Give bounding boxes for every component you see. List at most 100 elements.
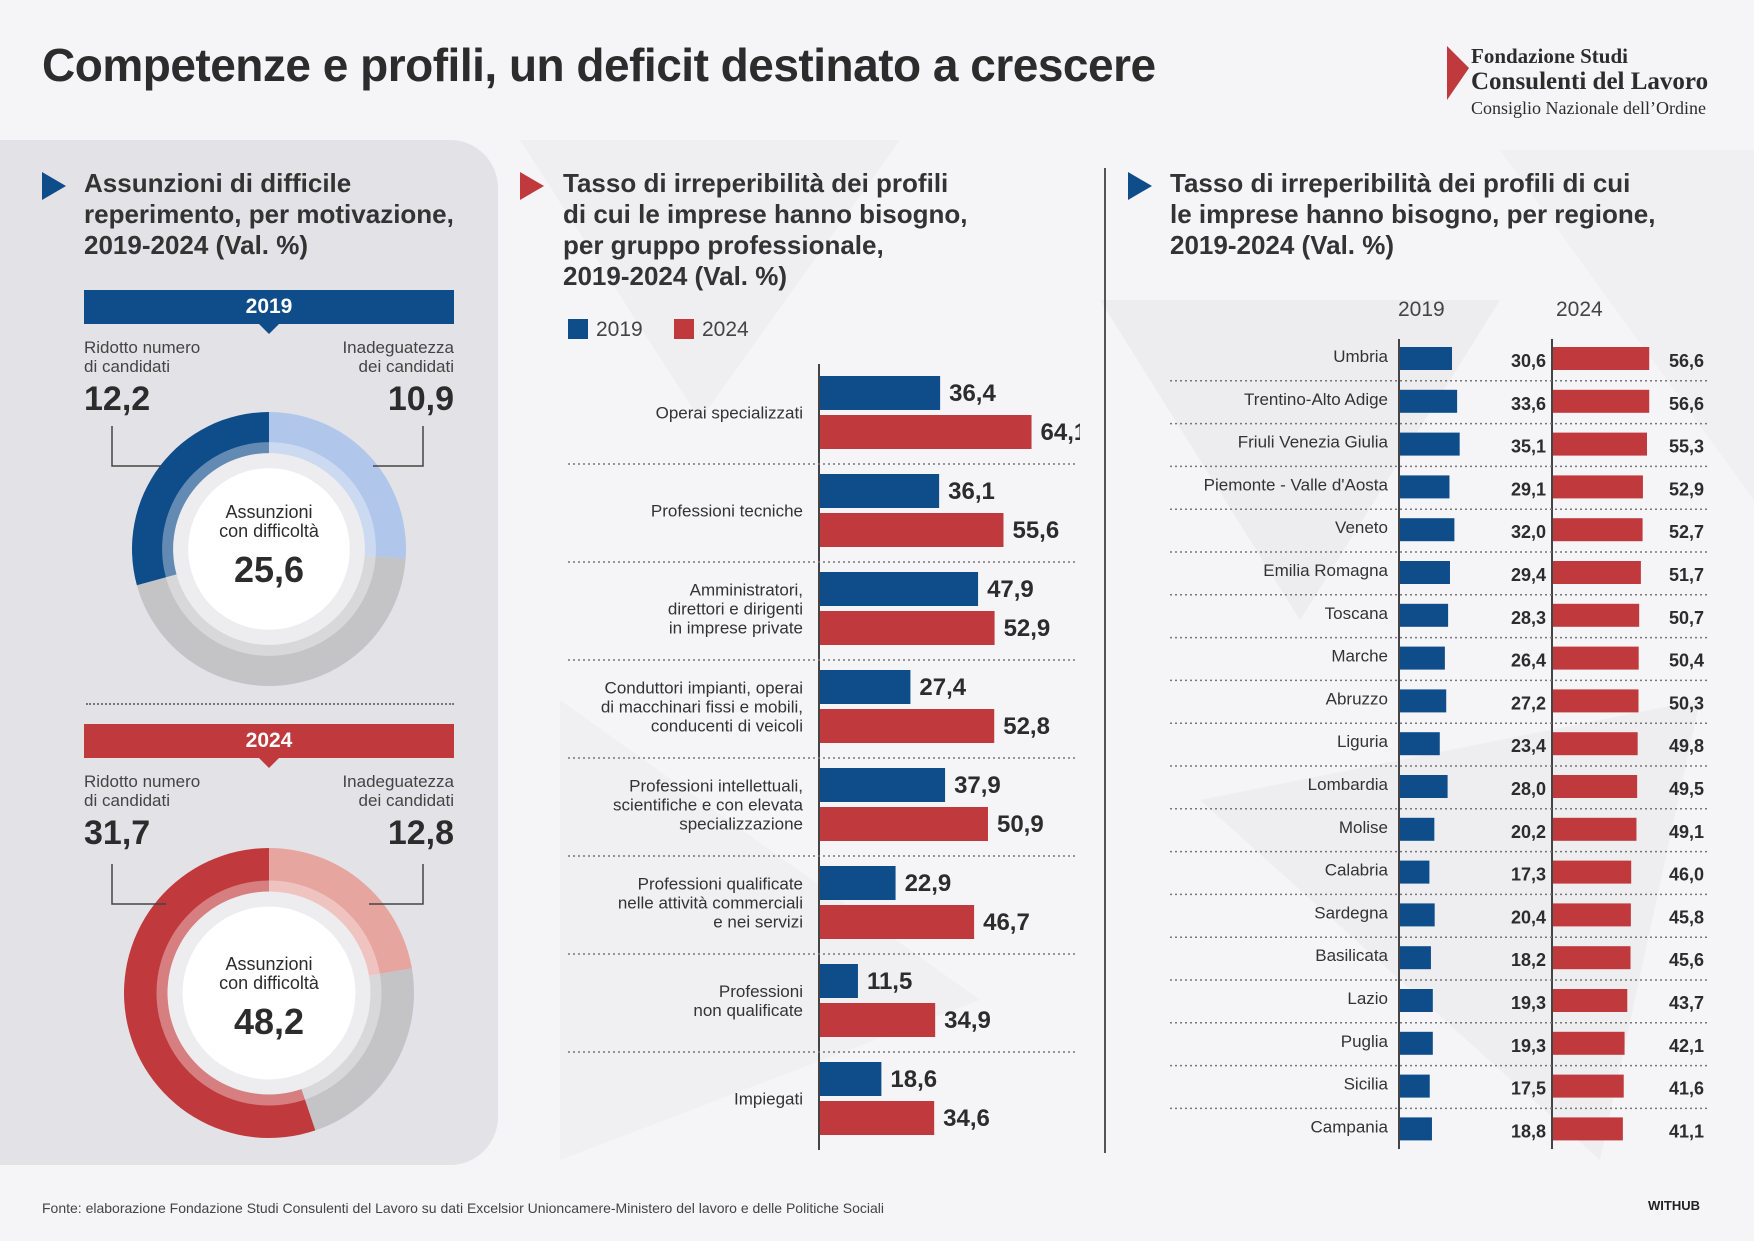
- panel1-title: Assunzioni di difficile reperimento, per…: [84, 168, 454, 261]
- bar-2024: [820, 611, 995, 645]
- donut-hole: [182, 906, 356, 1080]
- bar-2019: [820, 1062, 882, 1096]
- bar-value-label: 23,4: [1511, 736, 1546, 756]
- bar-2024: [1553, 646, 1639, 670]
- donut-center-line: con difficoltà: [219, 521, 319, 541]
- bar-2024: [1553, 518, 1643, 542]
- panel3-title-line: 2019-2024 (Val. %): [1170, 230, 1395, 260]
- bar-value-label: 34,9: [944, 1007, 991, 1034]
- column-divider: [1104, 168, 1106, 1153]
- page-title: Competenze e profili, un deficit destina…: [42, 39, 1156, 91]
- label-line: di candidati: [84, 357, 171, 376]
- bar-2019: [1400, 989, 1433, 1012]
- bar-2024: [820, 905, 975, 939]
- bar-value-label: 50,4: [1669, 651, 1704, 671]
- bar-value-label: 18,6: [890, 1066, 937, 1093]
- credit-label: WITHUB: [1648, 1198, 1700, 1213]
- bar-2019: [1400, 903, 1435, 927]
- bar-2024: [1553, 989, 1628, 1012]
- donut-slice-other: [136, 555, 406, 686]
- bar-2024: [1553, 903, 1631, 927]
- bar-2019: [1400, 432, 1460, 456]
- bar-2019: [820, 376, 941, 410]
- legend-label: 2024: [702, 318, 749, 341]
- bar-2024: [820, 1101, 935, 1135]
- panel2-title-line: 2019-2024 (Val. %): [563, 261, 788, 291]
- bar-2019: [1400, 775, 1448, 798]
- logo-mark-icon: [1447, 46, 1469, 100]
- bar-value-label: 52,8: [1003, 713, 1050, 740]
- bar-2019: [1400, 732, 1440, 756]
- category-label: Impiegati: [734, 1090, 803, 1109]
- bar-2019: [1400, 817, 1435, 841]
- bar-value-label: 18,8: [1511, 1121, 1546, 1141]
- region-label: Sardegna: [1314, 903, 1388, 922]
- bar-2019: [1400, 475, 1450, 499]
- category-label: di macchinari fissi e mobili,: [601, 698, 803, 717]
- bar-2024: [820, 415, 1032, 449]
- bar-value-label: 27,4: [919, 674, 966, 701]
- legend-item-2024: 2024: [674, 318, 749, 342]
- bar-value-label: 45,6: [1669, 950, 1704, 970]
- donut-center-line: Assunzioni: [225, 502, 313, 522]
- bar-value-label: 56,6: [1669, 351, 1704, 371]
- logo-line2: Consulenti del Lavoro: [1471, 68, 1709, 95]
- region-label: Campania: [1311, 1117, 1389, 1136]
- category-label: Professioni qualificate: [638, 875, 803, 894]
- donut-slice-ridotto: [123, 848, 316, 1138]
- category-label: Professioni: [719, 982, 803, 1001]
- label-line: Ridotto numero: [84, 338, 201, 357]
- region-label: Friuli Venezia Giulia: [1238, 433, 1389, 452]
- category-label: Professioni intellettuali,: [629, 777, 803, 796]
- bar-value-label: 64,1: [1041, 419, 1080, 446]
- bar-2019: [1400, 561, 1450, 584]
- bar-2019: [820, 964, 858, 998]
- donut-slice-ridotto: [131, 412, 269, 586]
- donut-left-label: Ridotto numero di candidati: [84, 338, 200, 376]
- bar-2024: [1553, 432, 1648, 456]
- bar-value-label: 36,1: [948, 478, 995, 505]
- category-label: in imprese private: [669, 619, 803, 638]
- region-label: Piemonte - Valle d'Aosta: [1204, 475, 1389, 494]
- bar-2019: [1400, 347, 1453, 370]
- bar-value-label: 55,3: [1669, 437, 1704, 457]
- bar-2024: [820, 513, 1004, 547]
- bar-value-label: 52,7: [1669, 522, 1704, 542]
- logo-line3: Consiglio Nazionale dell’Ordine: [1471, 98, 1706, 118]
- donut-slice-other: [301, 968, 414, 1131]
- category-label: scientifiche e con elevata: [613, 796, 803, 815]
- panel3-title-line: le imprese hanno bisogno, per regione,: [1170, 199, 1656, 229]
- bar-value-label: 49,8: [1669, 736, 1704, 756]
- bar-2024: [820, 807, 988, 841]
- category-label: Operai specializzati: [656, 404, 803, 423]
- year-header-2024: 2024: [1556, 298, 1603, 321]
- legend-item-2019: 2019: [568, 318, 643, 342]
- region-label: Puglia: [1341, 1032, 1389, 1051]
- donut-left-value: 12,2: [84, 380, 151, 418]
- bar-2024: [1553, 775, 1638, 798]
- banner-notch-icon: [259, 758, 279, 768]
- bar-value-label: 26,4: [1511, 651, 1546, 671]
- donut-center-2019: Assunzioni con difficoltà 25,6: [179, 503, 359, 591]
- bar-value-label: 20,4: [1511, 907, 1546, 927]
- year-header-2019: 2019: [1398, 298, 1445, 321]
- legend-swatch: [568, 319, 588, 339]
- bar-value-label: 41,6: [1669, 1079, 1704, 1099]
- bar-2019: [820, 474, 940, 508]
- region-label: Lombardia: [1308, 775, 1389, 794]
- donut-center-value: 25,6: [233, 549, 305, 590]
- section-marker-icon: [42, 172, 66, 200]
- bar-2024: [1553, 389, 1650, 413]
- label-line: Inadeguatezza: [342, 338, 454, 357]
- section-marker-icon: [1128, 172, 1152, 200]
- bar-2019: [1400, 389, 1458, 413]
- bar-value-label: 35,1: [1511, 437, 1546, 457]
- region-label: Marche: [1331, 647, 1388, 666]
- section-marker-icon: [520, 172, 544, 200]
- bar-2019: [1400, 646, 1445, 670]
- bar-2024: [1553, 561, 1641, 584]
- donut-right-value: 12,8: [387, 814, 454, 852]
- bar-value-label: 49,5: [1669, 779, 1704, 799]
- bar-2024: [1553, 1074, 1624, 1098]
- bar-value-label: 55,6: [1012, 517, 1059, 544]
